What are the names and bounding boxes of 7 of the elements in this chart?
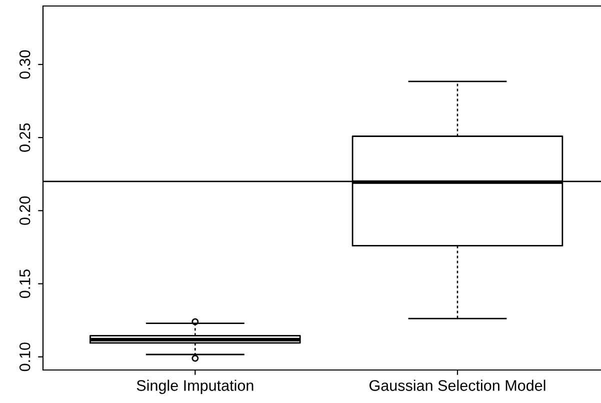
- y-tick-label: 0.20: [19, 196, 30, 225]
- x-tick-label: Single Imputation: [136, 380, 254, 394]
- y-tick-label: 0.15: [19, 270, 30, 298]
- x-tick-label: Gaussian Selection Model: [370, 380, 546, 391]
- y-tick-label: 0.10: [19, 342, 30, 372]
- y-tick-label: 0.30: [19, 50, 30, 79]
- y-tick-label: 0.25: [19, 123, 30, 152]
